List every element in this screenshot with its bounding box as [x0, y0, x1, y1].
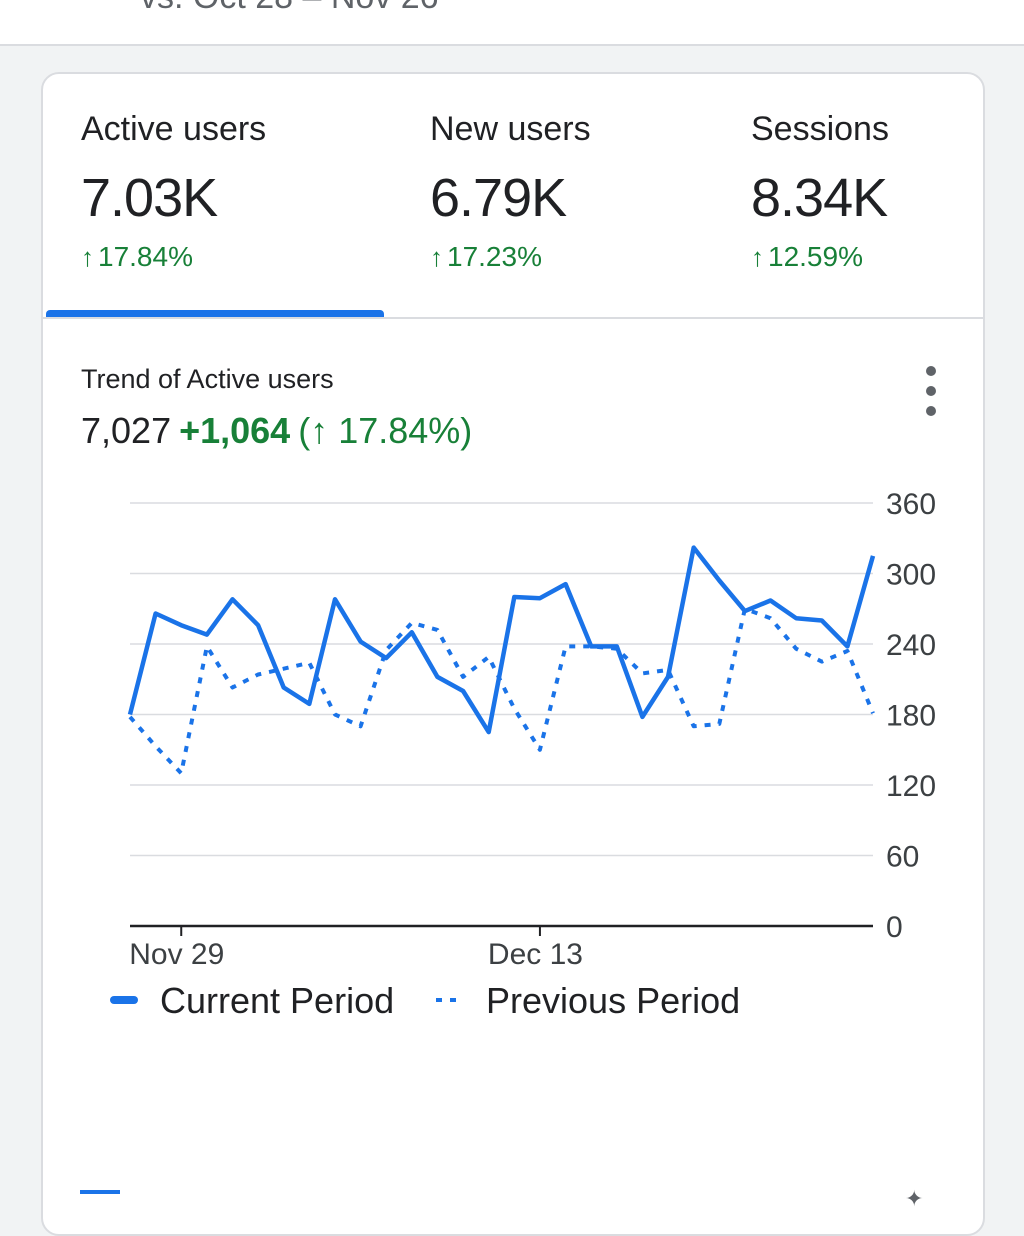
y-tick-label: 0	[886, 911, 903, 944]
date-range-header: vs. Oct 28 – Nov 26	[0, 0, 1024, 46]
tabs-divider	[43, 317, 983, 319]
trend-summary: 7,027 +1,064 (↑ 17.84%)	[81, 410, 472, 452]
metric-label: New users	[430, 110, 591, 148]
metric-change-value: 17.23%	[447, 241, 542, 272]
metric-value: 8.34K	[751, 168, 888, 228]
legend-label-previous: Previous Period	[486, 980, 740, 1021]
comparison-range-text: vs. Oct 28 – Nov 26	[140, 0, 439, 17]
trend-title: Trend of Active users	[81, 364, 334, 394]
y-tick-label: 60	[886, 841, 919, 874]
y-tick-label: 180	[886, 700, 936, 733]
metric-value: 6.79K	[430, 168, 567, 228]
x-tick-label: Dec 13	[488, 938, 583, 971]
previous-period-line	[128, 606, 875, 776]
current-period-line	[127, 545, 876, 735]
metric-change-value: 17.84%	[98, 241, 193, 272]
y-tick-label: 360	[886, 488, 936, 521]
metric-change: ↑ 12.59%	[751, 241, 889, 273]
trend-delta: +1,064	[179, 410, 291, 451]
metric-value: 7.03K	[81, 168, 218, 228]
more-dot	[926, 366, 936, 376]
metric-tab-sessions[interactable]: Sessions 8.34K ↑ 12.59%	[751, 110, 889, 273]
active-users-line-chart: 0 60 120 180 240 300 360 Nov 29 Dec 13 Current Pe…	[110, 488, 936, 1021]
metric-change: ↑ 17.84%	[81, 241, 266, 273]
more-dot	[926, 406, 936, 416]
legend-label-current: Current Period	[160, 980, 394, 1021]
metric-change-value: 12.59%	[768, 241, 863, 272]
trend-percent: (↑ 17.84%)	[298, 410, 473, 451]
metrics-card: Active users 7.03K ↑ 17.84% New users 6.7…	[41, 72, 985, 1236]
arrow-up-icon: ↑	[751, 242, 764, 272]
y-tick-label: 240	[886, 629, 936, 662]
metric-tab-new-users[interactable]: New users 6.79K ↑ 17.23%	[430, 110, 591, 273]
y-tick-label: 300	[886, 559, 936, 592]
next-section-accent	[80, 1190, 120, 1194]
metric-label: Sessions	[751, 110, 889, 148]
trend-total: 7,027	[81, 410, 172, 451]
arrow-up-icon: ↑	[430, 242, 443, 272]
arrow-up-icon: ↑	[81, 242, 94, 272]
x-tick-label: Nov 29	[129, 938, 224, 971]
more-dot	[926, 386, 936, 396]
legend-swatch-current	[110, 996, 138, 1004]
metric-change: ↑ 17.23%	[430, 241, 591, 273]
sparkle-icon[interactable]: ✦	[905, 1186, 924, 1211]
metric-label: Active users	[81, 110, 267, 148]
metric-tab-active-users[interactable]: Active users 7.03K ↑ 17.84%	[81, 110, 266, 273]
y-tick-label: 120	[886, 770, 936, 803]
selected-tab-indicator	[46, 310, 384, 317]
more-vert-icon[interactable]	[913, 366, 949, 416]
